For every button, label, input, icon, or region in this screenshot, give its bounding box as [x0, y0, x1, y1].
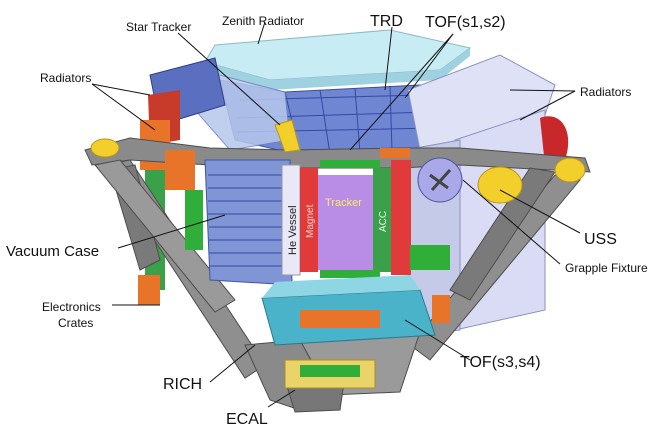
inner-core — [281, 160, 411, 278]
label-star-tracker: Star Tracker — [126, 20, 191, 34]
ecal — [284, 359, 376, 389]
label-magnet: Magnet — [305, 204, 316, 238]
label-crates: Crates — [58, 316, 93, 330]
label-trd: TRD — [370, 13, 403, 30]
label-radiators-right: Radiators — [580, 85, 631, 99]
yellow-fixtures — [90, 119, 586, 204]
label-ecal: ECAL — [226, 411, 268, 428]
label-uss: USS — [584, 231, 617, 248]
grapple-fixture — [417, 157, 463, 203]
label-grapple-fixture: Grapple Fixture — [565, 261, 648, 275]
label-electronics: Electronics — [42, 300, 101, 314]
label-tof-lower: TOF(s3,s4) — [460, 354, 541, 371]
rich-detector — [261, 275, 436, 346]
label-tracker: Tracker — [325, 197, 362, 209]
label-acc: ACC — [378, 211, 389, 232]
vacuum-case — [204, 159, 293, 286]
label-rich: RICH — [163, 376, 202, 393]
label-radiators-left: Radiators — [40, 71, 91, 85]
label-zenith-radiator: Zenith Radiator — [222, 14, 304, 28]
label-vacuum-case: Vacuum Case — [6, 243, 99, 260]
label-tof-upper: TOF(s1,s2) — [425, 14, 506, 31]
electronics-boxes — [138, 148, 450, 323]
label-he-vessel: He Vessel — [287, 205, 299, 255]
callout-lines — [91, 21, 581, 408]
